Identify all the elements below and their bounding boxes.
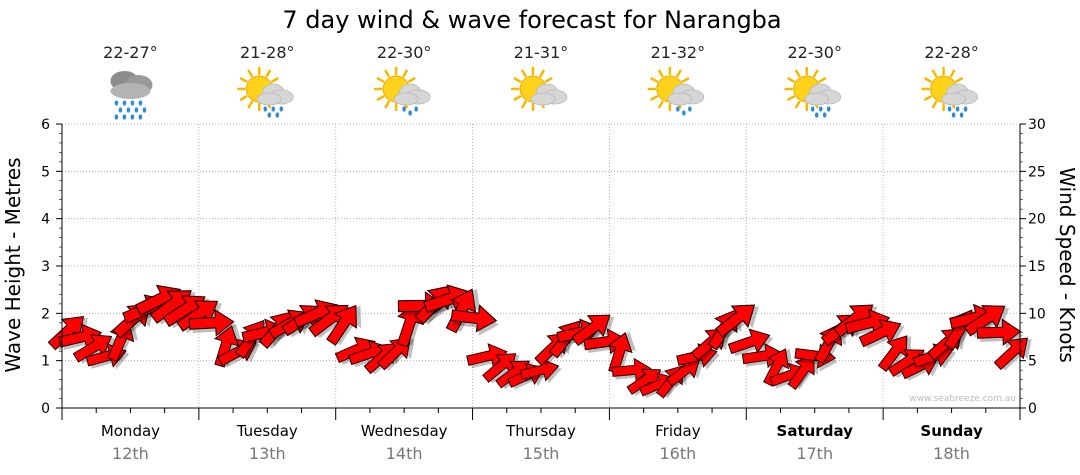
sun-cloud-showers-icon: [647, 66, 705, 116]
x-day-label: Tuesday: [236, 422, 298, 440]
axes: 0 1 2 3 4 5 6 0 5 10 15 20 25 30 Monday 12th Tuesday 13th…: [41, 117, 1046, 463]
day-temperature: 21-31°: [514, 43, 569, 62]
rain-cloud-icon: [110, 71, 153, 120]
x-date-label: 14th: [386, 444, 423, 463]
rain-drops-icon: [402, 106, 418, 116]
day-temperature: 22-30°: [377, 43, 432, 62]
sun-cloud-rain-icon: [237, 66, 294, 118]
day-temperature: 22-27°: [103, 43, 158, 62]
cloud-icon: [667, 83, 705, 106]
y-right-tick-label: 10: [1028, 306, 1046, 322]
y-left-tick-label: 4: [41, 212, 50, 228]
cloud-icon: [110, 71, 153, 99]
wind-arrow: [715, 304, 759, 339]
rain-drops-icon: [947, 106, 968, 118]
x-day-label: Monday: [101, 422, 160, 440]
y-left-tick-label: 5: [41, 164, 50, 180]
y-right-tick-label: 30: [1028, 117, 1046, 133]
y-right-tick-label: 20: [1028, 212, 1046, 228]
credit-text: www.seabreeze.com.au: [909, 394, 1016, 404]
y-right-tick-label: 5: [1028, 354, 1037, 370]
cloud-icon: [256, 83, 294, 106]
wind-arrows: [47, 284, 1032, 399]
rain-drops-icon: [263, 106, 284, 118]
wind-arrow: [993, 337, 1032, 371]
chart-title: 7 day wind & wave forecast for Narangba: [282, 6, 781, 34]
x-date-label: 12th: [112, 444, 149, 463]
weather-icons: 22-27° 21-28° 22-30° 21-31° 21-32° 22-30° 22-2…: [103, 43, 979, 120]
cloud-icon: [804, 83, 842, 106]
rain-drops-icon: [676, 106, 692, 116]
wind-arrow: [326, 304, 362, 346]
y-axis-right-label: Wind Speed - Knots: [1055, 167, 1079, 363]
x-date-label: 15th: [523, 444, 560, 463]
day-temperature: 22-30°: [787, 43, 842, 62]
sun-cloud-rain-icon: [784, 66, 842, 118]
y-axis-left-label: Wave Height - Metres: [1, 157, 25, 372]
day-temperature: 22-28°: [924, 43, 979, 62]
y-left-tick-label: 3: [41, 259, 50, 275]
day-temperature: 21-32°: [651, 43, 706, 62]
cloud-icon: [530, 83, 568, 106]
x-date-label: 16th: [659, 444, 696, 463]
x-date-label: 13th: [249, 444, 286, 463]
wind-arrow: [626, 368, 665, 396]
y-right-tick-label: 15: [1028, 259, 1046, 275]
rain-drops-icon: [810, 106, 831, 118]
x-date-label: 17th: [796, 444, 833, 463]
y-left-tick-label: 1: [41, 354, 50, 370]
wind-arrow: [787, 354, 819, 390]
sun-cloud-icon: [510, 66, 568, 112]
wind-arrow: [450, 304, 499, 336]
wind-arrow: [607, 331, 637, 374]
sun-cloud-rain-icon: [921, 66, 978, 118]
x-day-label: Saturday: [777, 422, 854, 440]
y-right-tick-label: 0: [1028, 401, 1037, 417]
x-day-label: Friday: [655, 422, 701, 440]
cloud-icon: [941, 83, 978, 106]
y-left-tick-label: 0: [41, 401, 50, 417]
sun-cloud-showers-icon: [373, 66, 431, 116]
y-left-tick-label: 6: [41, 117, 50, 133]
x-day-label: Sunday: [920, 422, 983, 440]
y-left-tick-label: 2: [41, 306, 50, 322]
x-day-label: Thursday: [505, 422, 576, 440]
rain-drops-icon: [114, 100, 147, 120]
x-day-label: Wednesday: [361, 422, 448, 440]
wind-arrow: [727, 328, 774, 357]
y-right-tick-label: 25: [1028, 164, 1046, 180]
wind-arrow: [519, 357, 562, 384]
cloud-icon: [393, 83, 431, 106]
x-date-label: 18th: [933, 444, 970, 463]
day-temperature: 21-28°: [240, 43, 295, 62]
